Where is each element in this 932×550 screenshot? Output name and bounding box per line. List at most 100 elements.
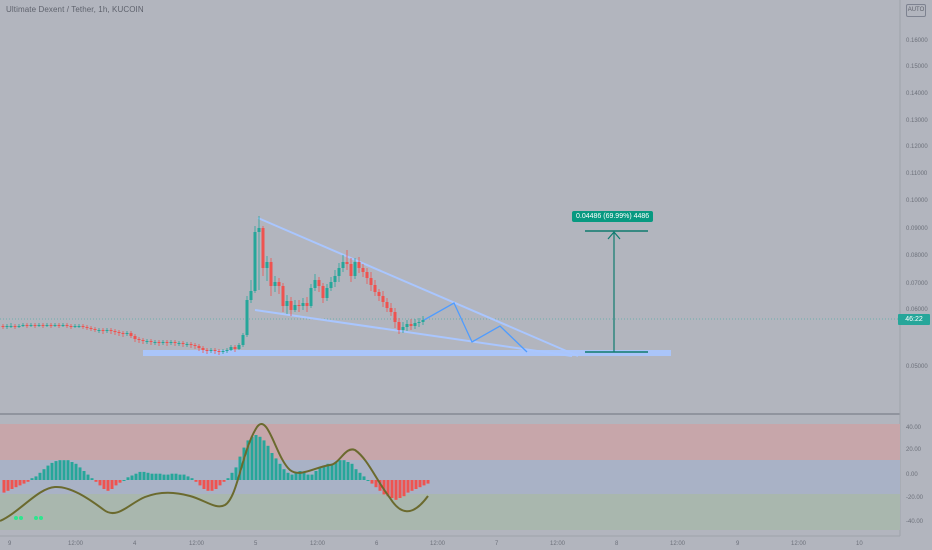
candle xyxy=(341,262,345,268)
x-tick-label: 9 xyxy=(736,541,740,547)
support-zone xyxy=(143,350,671,356)
histogram-bar xyxy=(254,435,258,480)
histogram-bar xyxy=(26,480,30,482)
histogram-bar xyxy=(402,480,406,497)
histogram-bar xyxy=(130,475,134,480)
histogram-bar xyxy=(310,474,314,480)
histogram-bar xyxy=(190,478,194,480)
histogram-bar xyxy=(34,476,38,480)
histogram-bar xyxy=(206,480,210,491)
candle xyxy=(137,339,141,340)
candle xyxy=(165,342,169,343)
histogram-bar xyxy=(250,436,254,480)
candle xyxy=(401,327,405,330)
histogram-bar xyxy=(326,463,330,480)
measure-arrowhead xyxy=(607,231,621,240)
candle xyxy=(417,322,421,323)
candle xyxy=(185,344,189,345)
candle xyxy=(33,325,37,326)
histogram-bar xyxy=(30,478,34,480)
x-tick-label: 7 xyxy=(495,541,499,547)
candle xyxy=(321,286,325,298)
candle xyxy=(269,262,273,286)
histogram-bar xyxy=(162,474,166,480)
histogram-bar xyxy=(2,480,6,493)
candle xyxy=(153,342,157,343)
candle xyxy=(309,288,313,306)
histogram-bar xyxy=(226,478,230,480)
candle xyxy=(277,282,281,286)
candle xyxy=(265,262,269,268)
candle xyxy=(289,301,293,310)
osc-tick-label: 0.00 xyxy=(906,472,918,478)
histogram-bar xyxy=(158,473,162,480)
candle xyxy=(221,351,225,352)
candle xyxy=(149,341,153,342)
histogram-bar xyxy=(146,472,150,480)
histogram-bar xyxy=(46,465,50,480)
histogram-bar xyxy=(266,445,270,480)
candle xyxy=(305,303,309,306)
histogram-bar xyxy=(386,480,390,497)
candle xyxy=(225,350,229,351)
histogram-bar xyxy=(230,472,234,480)
candle xyxy=(313,280,317,288)
histogram-bar xyxy=(354,469,358,480)
osc-tick-label: 20.00 xyxy=(906,447,922,453)
candle xyxy=(129,333,133,336)
histogram-bar xyxy=(54,461,58,480)
candle xyxy=(205,350,209,351)
x-tick-label: 12:00 xyxy=(670,541,686,547)
histogram-bar xyxy=(154,473,158,480)
histogram-bar xyxy=(6,480,10,491)
signal-dots xyxy=(14,516,43,520)
candle xyxy=(325,288,329,298)
histogram-bar xyxy=(58,460,62,480)
candle xyxy=(145,341,149,342)
histogram-bar xyxy=(406,480,410,493)
y-tick-label: 0.10000 xyxy=(906,198,928,204)
histogram-bar xyxy=(42,469,46,480)
y-tick-label: 0.12000 xyxy=(906,144,928,150)
histogram-bar xyxy=(394,480,398,500)
y-tick-label: 0.13000 xyxy=(906,118,928,124)
oscillator-axis-labels: 40.00 20.00 0.00 -20.00 -40.00 xyxy=(906,425,924,525)
histogram-bar xyxy=(98,480,102,486)
candle xyxy=(117,332,121,333)
histogram-bar xyxy=(306,474,310,480)
candle xyxy=(173,342,177,343)
histogram-bar xyxy=(210,480,214,491)
histogram-bar xyxy=(62,460,66,480)
candle xyxy=(413,323,417,326)
candle xyxy=(25,325,29,326)
histogram-bar xyxy=(286,472,290,480)
histogram-bar xyxy=(186,476,190,480)
candle xyxy=(65,325,69,326)
candles xyxy=(1,216,425,355)
osc-tick-label: -40.00 xyxy=(906,519,924,525)
histogram-bar xyxy=(50,462,54,480)
candle xyxy=(181,343,185,344)
candle xyxy=(69,326,73,327)
y-tick-label: 0.05000 xyxy=(906,364,928,370)
candle xyxy=(357,262,361,268)
histogram-bar xyxy=(246,440,250,480)
x-tick-label: 10 xyxy=(856,541,863,547)
candle xyxy=(201,348,205,350)
candle xyxy=(317,280,321,286)
histogram-bar xyxy=(166,474,170,480)
histogram-bar xyxy=(150,473,154,480)
candle xyxy=(249,291,253,300)
histogram-bar xyxy=(274,458,278,480)
y-tick-label: 0.08000 xyxy=(906,253,928,259)
histogram-bar xyxy=(366,480,370,481)
candle xyxy=(41,325,45,326)
histogram-bar xyxy=(330,463,334,480)
upper-trendline xyxy=(257,217,579,357)
time-axis-labels: 9 12:00 4 12:00 5 12:00 6 12:00 7 12:00 … xyxy=(8,541,863,547)
histogram-bar xyxy=(270,453,274,480)
price-axis-labels: 0.16000 0.15000 0.14000 0.13000 0.12000 … xyxy=(906,38,928,370)
histogram-bar xyxy=(94,480,98,482)
auto-scale-button[interactable]: AUTO xyxy=(906,4,926,17)
